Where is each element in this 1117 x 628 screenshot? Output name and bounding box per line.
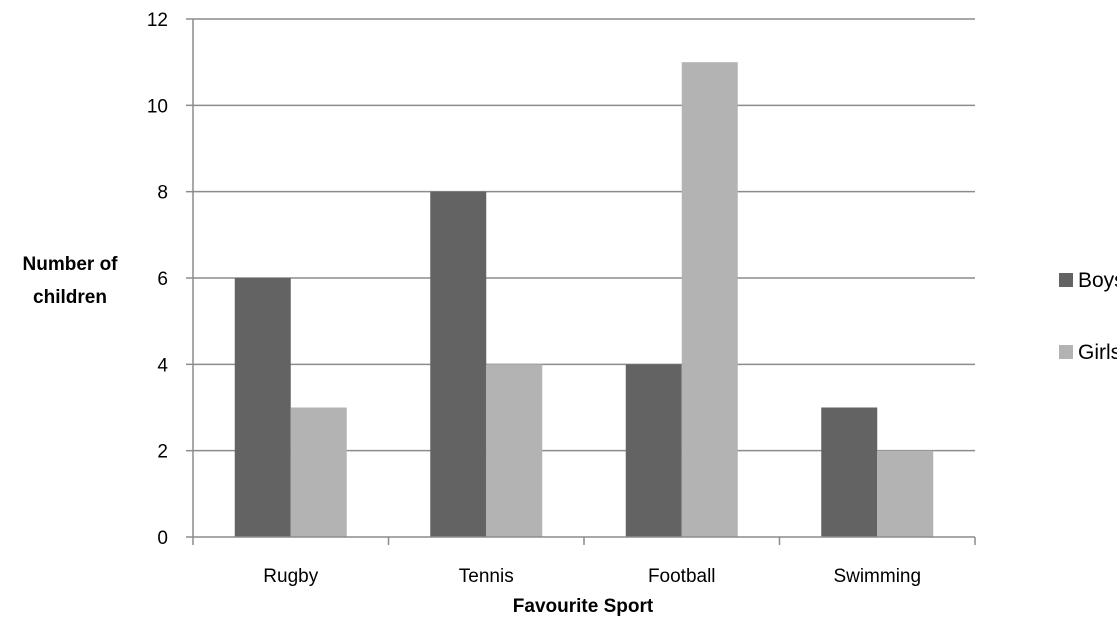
legend-swatch-girls <box>1059 345 1073 359</box>
bar-girls-tennis <box>486 364 543 537</box>
y-tick-label: 8 <box>157 183 168 204</box>
bar-boys-rugby <box>234 278 291 537</box>
y-tick-label: 2 <box>157 442 168 463</box>
x-tick-label-swimming: Swimming <box>833 566 921 587</box>
bar-girls-football <box>681 62 738 538</box>
bars <box>234 62 934 538</box>
x-tick-label-tennis: Tennis <box>459 566 514 587</box>
legend-label-boys: Boys <box>1078 269 1117 292</box>
y-tick-label: 6 <box>157 269 168 290</box>
legend-label-girls: Girls <box>1078 341 1117 364</box>
bar-boys-swimming <box>821 407 878 537</box>
bar-girls-rugby <box>290 407 347 537</box>
x-tick-label-football: Football <box>648 566 716 587</box>
tick-labels: 0 2 4 6 8 10 12 Rugby Tennis Football Swimming <box>147 10 921 587</box>
bar-boys-football <box>625 364 682 537</box>
y-tick-label: 0 <box>157 528 168 549</box>
axes <box>186 18 976 545</box>
y-tick-label: 4 <box>157 355 168 376</box>
gridlines <box>193 18 975 452</box>
legend: Boys Girls <box>1059 269 1117 364</box>
y-tick-label: 12 <box>147 10 168 31</box>
x-tick-label-rugby: Rugby <box>263 566 318 587</box>
legend-swatch-boys <box>1059 273 1073 287</box>
y-axis-title-line-1: Number of <box>23 254 119 275</box>
bar-girls-swimming <box>877 450 934 537</box>
x-axis-title: Favourite Sport <box>513 596 654 617</box>
y-tick-label: 10 <box>147 96 168 117</box>
y-axis-title-line-2: children <box>33 287 107 308</box>
bar-boys-tennis <box>430 191 487 537</box>
